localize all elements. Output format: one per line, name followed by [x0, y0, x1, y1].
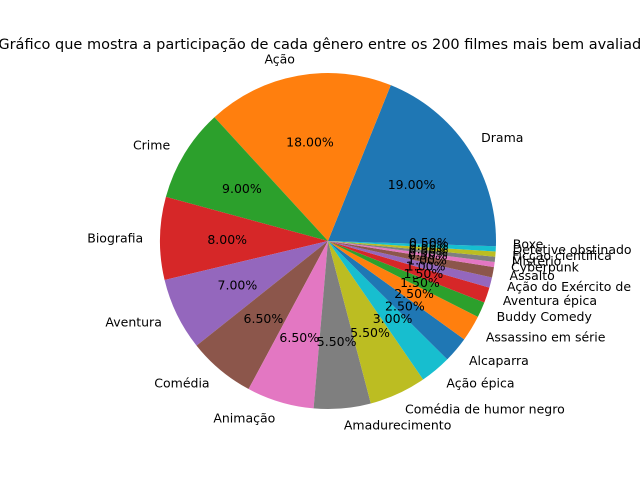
- slice-buddy-comedy: [328, 241, 485, 317]
- percent-label-assalto: 1.00%: [407, 252, 447, 267]
- slice-misterio: [328, 241, 496, 262]
- category-label-biografia: Biografia: [87, 231, 143, 246]
- slice-acao-epica: [328, 241, 448, 380]
- slice-acao: [214, 72, 391, 241]
- slice-boxe: [328, 241, 496, 247]
- slice-aventura-epica: [328, 241, 490, 303]
- percent-label-aventura-epica: 1.50%: [404, 266, 444, 281]
- percent-label-detetive-obstinado: 0.50%: [409, 238, 449, 253]
- percent-label-animacao: 6.50%: [279, 330, 319, 345]
- slice-comedia-de-humor-negro: [328, 241, 424, 404]
- percent-label-comedia: 6.50%: [244, 311, 284, 326]
- percent-label-amadurecimento: 5.50%: [317, 334, 357, 349]
- slice-drama: [328, 85, 496, 241]
- slice-detetive-obstinado: [328, 241, 496, 252]
- slice-cyberpunk: [328, 241, 495, 268]
- category-label-crime: Crime: [133, 137, 171, 152]
- slice-alcaparra: [328, 241, 465, 360]
- category-labels: Drama Ação Crime Biografia Aventura Comédia An…: [87, 52, 631, 433]
- category-label-buddy-comedy: Buddy Comedy: [497, 309, 593, 324]
- percent-label-acao-do-exercito-de: 1.00%: [406, 258, 446, 273]
- category-label-assassino-em-serie: Assassino em série: [486, 330, 606, 345]
- percent-label-crime: 9.00%: [222, 181, 262, 196]
- slice-assassino-em-serie: [328, 241, 478, 340]
- category-label-boxe: Boxe: [513, 236, 544, 251]
- slice-amadurecimento: [313, 241, 371, 410]
- percent-label-misterio: 0.50%: [408, 245, 448, 260]
- percent-label-aventura: 7.00%: [218, 278, 258, 293]
- category-label-amadurecimento: Amadurecimento: [344, 418, 451, 433]
- percent-label-buddy-comedy: 1.50%: [400, 275, 440, 290]
- percent-labels: 19.00%18.00%9.00%8.00%7.00%6.50%6.50%5.5…: [207, 134, 448, 349]
- slice-acao-do-exercito-de: [328, 241, 492, 288]
- pie-slices: [160, 72, 496, 410]
- category-label-acao: Ação: [264, 52, 295, 67]
- percent-label-drama: 19.00%: [388, 177, 436, 192]
- percent-label-comedia-de-humor-negro: 5.50%: [350, 325, 390, 340]
- percent-label-acao: 18.00%: [286, 134, 334, 149]
- slice-comedia: [196, 241, 328, 390]
- category-label-alcaparra: Alcaparra: [469, 353, 529, 368]
- percent-label-biografia: 8.00%: [207, 232, 247, 247]
- chart-title: Gráfico que mostra a participação de cad…: [0, 37, 640, 53]
- slice-aventura: [164, 241, 328, 346]
- category-label-cyberpunk: Cyberpunk: [511, 259, 580, 274]
- slice-ficcao-cientifica: [328, 241, 496, 257]
- category-label-detetive-obstinado: Detetive obstinado: [513, 242, 632, 257]
- category-label-ficcao-cientifica: Ficção científica: [512, 248, 612, 263]
- percent-label-assassino-em-serie: 2.50%: [394, 286, 434, 301]
- slice-animacao: [248, 241, 328, 409]
- slice-biografia: [160, 196, 328, 281]
- category-label-misterio: Mistério: [512, 254, 562, 269]
- category-label-aventura-epica: Aventura épica: [503, 293, 597, 308]
- category-label-acao-do-exercito-de: Ação do Exército de: [507, 279, 631, 294]
- category-label-assalto: Assalto: [510, 268, 555, 283]
- category-label-drama: Drama: [481, 130, 523, 145]
- percent-label-acao-epica: 3.00%: [373, 311, 413, 326]
- percent-label-ficcao-cientifica: 0.50%: [409, 241, 449, 256]
- slice-crime: [165, 117, 328, 241]
- percent-label-boxe: 0.50%: [409, 235, 449, 250]
- category-label-comedia-de-humor-negro: Comédia de humor negro: [405, 401, 565, 416]
- slice-assalto: [328, 241, 494, 278]
- category-label-acao-epica: Ação épica: [446, 375, 514, 390]
- category-label-comedia: Comédia: [154, 375, 209, 390]
- category-label-aventura: Aventura: [105, 314, 161, 329]
- percent-label-cyberpunk: 0.50%: [408, 248, 448, 263]
- category-label-animacao: Animação: [213, 411, 275, 426]
- percent-label-alcaparra: 2.50%: [385, 299, 425, 314]
